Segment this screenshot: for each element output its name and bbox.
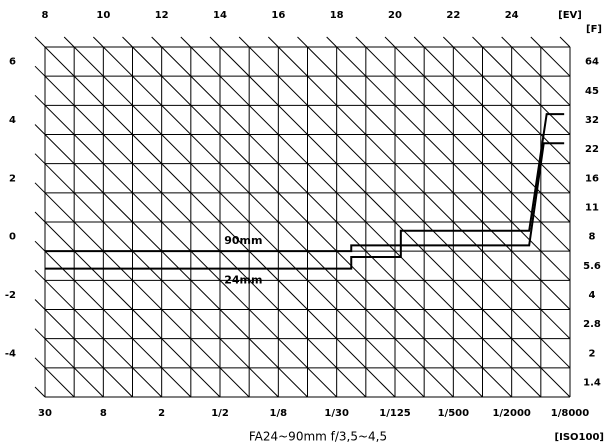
x-tick-label: 1/30 bbox=[324, 408, 349, 419]
x2-tick-label: 20 bbox=[388, 10, 402, 21]
ev-line bbox=[413, 36, 571, 194]
x2-tick-label: 24 bbox=[505, 10, 519, 21]
y-tick-label: 0 bbox=[9, 232, 16, 243]
x-tick-label: 1/8000 bbox=[551, 408, 589, 419]
y2-tick-label: 1.4 bbox=[583, 377, 601, 388]
x-tick-label: 30 bbox=[38, 408, 52, 419]
ev-line bbox=[34, 299, 133, 398]
x-tick-label: 1/2 bbox=[211, 408, 229, 419]
x2-axis-label: [EV] bbox=[558, 10, 582, 21]
ev-line bbox=[34, 269, 163, 398]
ev-line bbox=[267, 36, 571, 340]
y2-tick-label: 11 bbox=[585, 202, 599, 213]
x-tick-label: 1/2000 bbox=[492, 408, 530, 419]
ev-line bbox=[34, 240, 192, 398]
ev-line bbox=[501, 36, 571, 106]
ev-line bbox=[34, 36, 396, 398]
ev-line bbox=[559, 36, 571, 48]
y2-tick-label: 4 bbox=[589, 290, 596, 301]
x-tick-label: 1/8 bbox=[270, 408, 288, 419]
ev-line bbox=[180, 36, 542, 398]
y-tick-label: -2 bbox=[5, 290, 16, 301]
chart-title: FA24~90mm f/3,5~4,5 bbox=[249, 430, 387, 444]
y2-tick-label: 32 bbox=[585, 115, 599, 126]
ev-line bbox=[34, 211, 221, 398]
y2-tick-label: 2.8 bbox=[583, 319, 601, 330]
x-tick-label: 8 bbox=[100, 408, 107, 419]
x-tick-label: 1/125 bbox=[379, 408, 411, 419]
ev-line bbox=[122, 36, 483, 398]
x-tick-label: 1/500 bbox=[438, 408, 470, 419]
y2-tick-label: 16 bbox=[585, 173, 599, 184]
ev-line bbox=[34, 328, 104, 398]
ev-line bbox=[442, 36, 571, 165]
ev-line bbox=[34, 94, 338, 398]
ev-line bbox=[238, 36, 571, 369]
x2-tick-label: 12 bbox=[155, 10, 169, 21]
y-tick-label: 6 bbox=[9, 57, 16, 68]
series-line bbox=[45, 113, 565, 253]
y2-axis-label: [F] bbox=[586, 24, 602, 35]
ev-line bbox=[34, 153, 279, 398]
ev-line bbox=[209, 36, 571, 398]
y2-tick-label: 2 bbox=[589, 348, 596, 359]
y2-tick-label: 22 bbox=[585, 144, 599, 155]
ev-line bbox=[34, 124, 308, 398]
y2-tick-label: 8 bbox=[589, 232, 596, 243]
series-line bbox=[45, 142, 565, 270]
ev-line bbox=[34, 357, 75, 398]
y2-tick-label: 45 bbox=[585, 86, 599, 97]
y2-tick-label: 5.6 bbox=[583, 261, 601, 272]
x2-tick-label: 10 bbox=[96, 10, 110, 21]
ev-line bbox=[326, 36, 571, 281]
annotation: [ISO100] bbox=[555, 432, 604, 443]
x2-tick-label: 14 bbox=[213, 10, 227, 21]
ev-line bbox=[384, 36, 571, 223]
x2-tick-label: 18 bbox=[330, 10, 344, 21]
x-tick-label: 2 bbox=[158, 408, 165, 419]
ev-line bbox=[63, 36, 425, 398]
ev-line bbox=[92, 36, 454, 398]
ev-line bbox=[151, 36, 513, 398]
series-label: 90mm bbox=[224, 234, 262, 247]
series-label: 24mm bbox=[224, 274, 262, 287]
ev-line bbox=[355, 36, 571, 252]
x2-tick-label: 8 bbox=[42, 10, 49, 21]
ev-line bbox=[472, 36, 571, 135]
y-tick-label: 4 bbox=[9, 115, 16, 126]
ev-line bbox=[34, 182, 250, 398]
x2-tick-label: 22 bbox=[446, 10, 460, 21]
x2-tick-label: 16 bbox=[271, 10, 285, 21]
ev-line bbox=[34, 386, 46, 398]
y-tick-label: 2 bbox=[9, 173, 16, 184]
y2-tick-label: 64 bbox=[585, 57, 599, 68]
ev-line bbox=[34, 65, 367, 398]
ev-line bbox=[530, 36, 571, 77]
ev-line bbox=[297, 36, 571, 310]
y-tick-label: -4 bbox=[5, 348, 16, 359]
